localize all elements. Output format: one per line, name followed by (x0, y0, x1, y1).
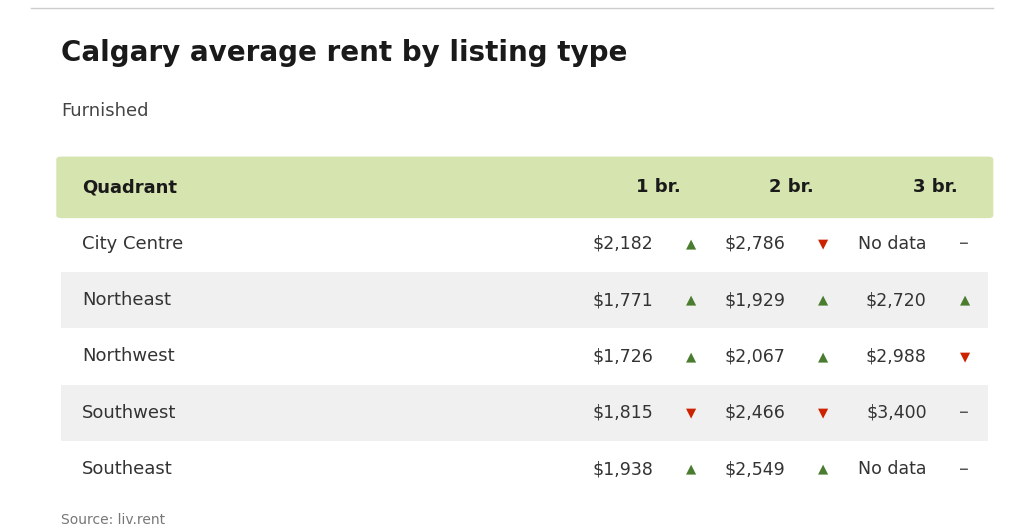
Text: City Centre: City Centre (82, 235, 183, 253)
Text: $2,786: $2,786 (725, 235, 785, 253)
Text: Southeast: Southeast (82, 460, 173, 478)
Text: $3,400: $3,400 (866, 404, 927, 422)
Text: Northwest: Northwest (82, 348, 174, 366)
Text: $1,938: $1,938 (593, 460, 653, 478)
Text: $2,067: $2,067 (725, 348, 785, 366)
Text: ▼: ▼ (818, 237, 828, 250)
Text: 2 br.: 2 br. (769, 178, 814, 196)
Text: $2,720: $2,720 (866, 291, 927, 309)
Text: $2,182: $2,182 (593, 235, 653, 253)
Text: $1,815: $1,815 (593, 404, 653, 422)
Text: ▲: ▲ (818, 350, 828, 363)
Text: Quadrant: Quadrant (82, 178, 177, 196)
Bar (61, 329, 988, 385)
Text: $1,726: $1,726 (593, 348, 653, 366)
Text: Southwest: Southwest (82, 404, 176, 422)
Text: ▼: ▼ (686, 406, 696, 419)
Bar (61, 272, 988, 329)
Text: ▼: ▼ (959, 350, 970, 363)
Text: Calgary average rent by listing type: Calgary average rent by listing type (61, 39, 628, 67)
Text: $2,466: $2,466 (725, 404, 785, 422)
Text: 3 br.: 3 br. (912, 178, 957, 196)
Text: $2,988: $2,988 (866, 348, 927, 366)
Text: –: – (959, 403, 970, 422)
Text: ▲: ▲ (686, 463, 696, 476)
Text: Source: liv.rent: Source: liv.rent (61, 513, 166, 527)
Text: ▲: ▲ (686, 294, 696, 307)
Text: –: – (959, 234, 970, 253)
Text: ▲: ▲ (818, 463, 828, 476)
Bar (61, 385, 988, 441)
Text: Northeast: Northeast (82, 291, 171, 309)
Text: 1 br.: 1 br. (636, 178, 681, 196)
Text: ▲: ▲ (686, 350, 696, 363)
Text: No data: No data (858, 460, 927, 478)
Bar (61, 441, 988, 497)
Text: Furnished: Furnished (61, 102, 148, 120)
Text: ▲: ▲ (959, 294, 970, 307)
Text: ▼: ▼ (818, 406, 828, 419)
Text: ▲: ▲ (818, 294, 828, 307)
Text: No data: No data (858, 235, 927, 253)
Bar (61, 215, 988, 272)
Text: $1,771: $1,771 (593, 291, 653, 309)
Text: ▲: ▲ (686, 237, 696, 250)
Text: –: – (959, 460, 970, 479)
Text: $2,549: $2,549 (725, 460, 785, 478)
Text: $1,929: $1,929 (724, 291, 785, 309)
FancyBboxPatch shape (56, 157, 993, 218)
